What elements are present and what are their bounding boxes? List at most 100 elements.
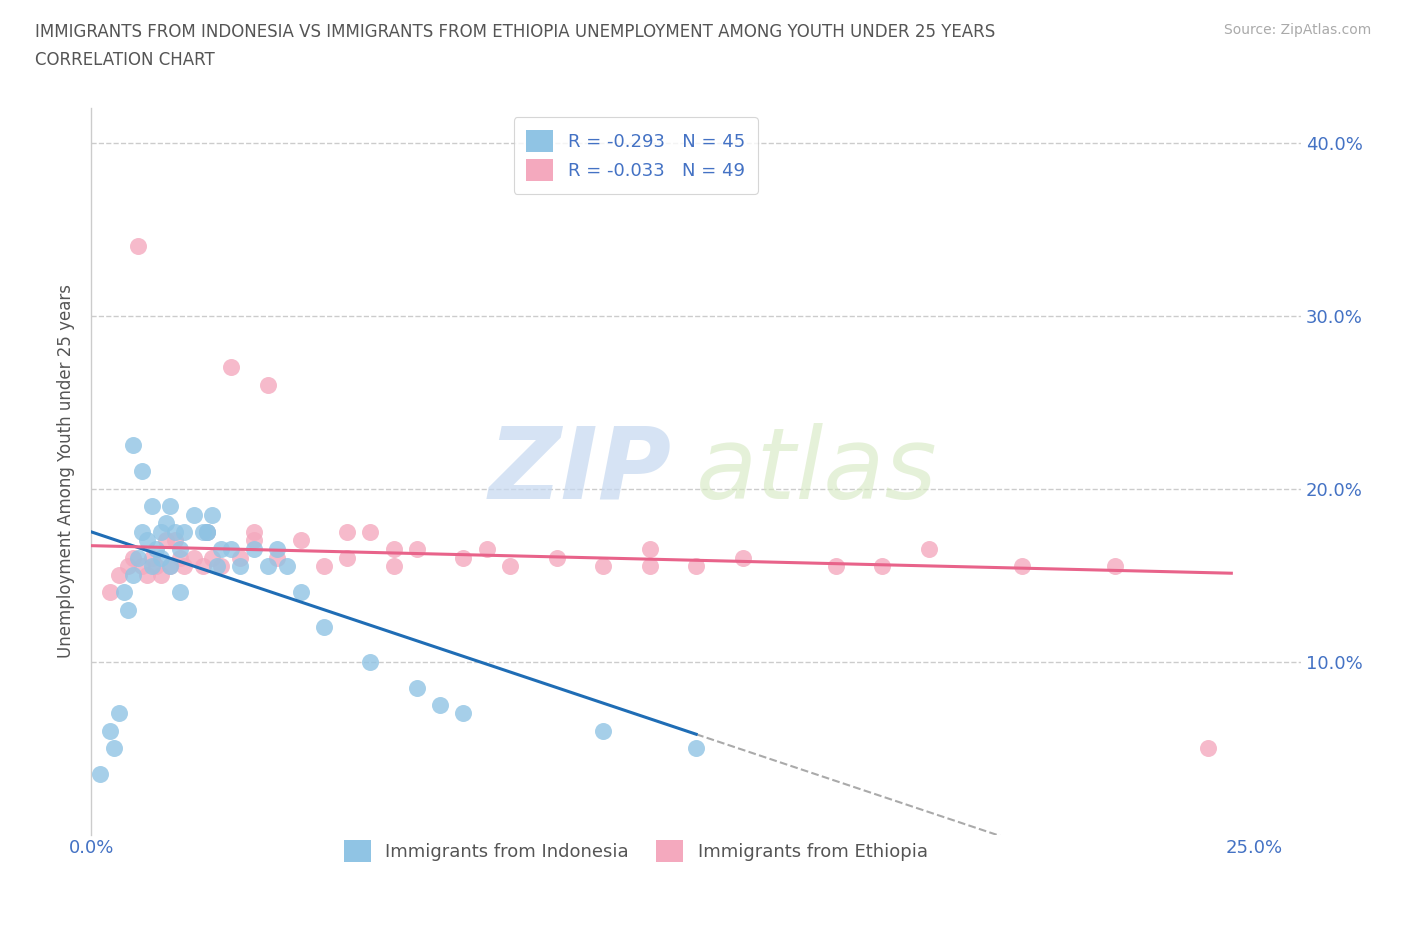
Point [173,525,195,539]
Point [103,740,125,755]
Point [382,559,405,574]
Point [243,533,266,548]
Point [117,603,139,618]
Point [141,551,163,565]
Point [141,559,163,574]
Point [453,706,475,721]
Point [136,533,159,548]
Point [243,541,266,556]
Point [159,559,181,574]
Point [127,239,149,254]
Point [290,533,312,548]
Point [731,551,754,565]
Point [918,541,941,556]
Text: Source: ZipAtlas.com: Source: ZipAtlas.com [1223,23,1371,37]
Point [191,525,214,539]
Point [108,567,131,582]
Point [201,507,224,522]
Point [219,360,242,375]
Point [98,585,121,600]
Point [211,541,233,556]
Point [429,698,451,712]
Point [131,525,153,539]
Point [141,498,163,513]
Point [592,724,614,738]
Point [546,551,568,565]
Text: CORRELATION CHART: CORRELATION CHART [35,51,215,69]
Point [89,766,111,781]
Point [229,559,252,574]
Point [406,541,429,556]
Point [638,559,661,574]
Point [122,551,145,565]
Point [145,559,167,574]
Point [169,541,191,556]
Point [136,567,159,582]
Point [173,559,195,574]
Point [163,525,186,539]
Point [229,551,252,565]
Point [382,541,405,556]
Point [312,619,335,634]
Point [169,551,191,565]
Point [266,541,288,556]
Point [359,654,381,669]
Point [685,559,707,574]
Legend: Immigrants from Indonesia, Immigrants from Ethiopia: Immigrants from Indonesia, Immigrants fr… [336,832,935,870]
Point [183,551,205,565]
Point [169,585,191,600]
Point [453,551,475,565]
Point [219,541,242,556]
Point [205,559,228,574]
Point [155,533,177,548]
Point [149,567,172,582]
Point [1011,559,1033,574]
Point [824,559,846,574]
Y-axis label: Unemployment Among Youth under 25 years: Unemployment Among Youth under 25 years [58,285,75,658]
Point [197,525,219,539]
Point [475,541,498,556]
Point [131,464,153,479]
Point [406,680,429,695]
Point [243,525,266,539]
Point [201,551,224,565]
Point [499,559,522,574]
Point [159,498,181,513]
Point [127,551,149,565]
Point [872,559,894,574]
Point [149,551,172,565]
Point [290,585,312,600]
Point [592,559,614,574]
Point [159,559,181,574]
Point [191,559,214,574]
Point [197,525,219,539]
Point [1104,559,1126,574]
Text: atlas: atlas [696,423,938,520]
Point [312,559,335,574]
Point [108,706,131,721]
Point [359,525,381,539]
Point [122,438,145,453]
Point [276,559,298,574]
Point [112,585,135,600]
Point [183,507,205,522]
Point [122,567,145,582]
Point [336,551,359,565]
Point [98,724,121,738]
Point [131,559,153,574]
Point [197,525,219,539]
Point [257,559,280,574]
Point [336,525,359,539]
Point [117,559,139,574]
Point [163,533,186,548]
Point [155,516,177,531]
Text: IMMIGRANTS FROM INDONESIA VS IMMIGRANTS FROM ETHIOPIA UNEMPLOYMENT AMONG YOUTH U: IMMIGRANTS FROM INDONESIA VS IMMIGRANTS … [35,23,995,41]
Point [638,541,661,556]
Point [149,525,172,539]
Point [266,551,288,565]
Text: ZIP: ZIP [489,423,672,520]
Point [1197,740,1219,755]
Point [257,378,280,392]
Point [211,559,233,574]
Point [685,740,707,755]
